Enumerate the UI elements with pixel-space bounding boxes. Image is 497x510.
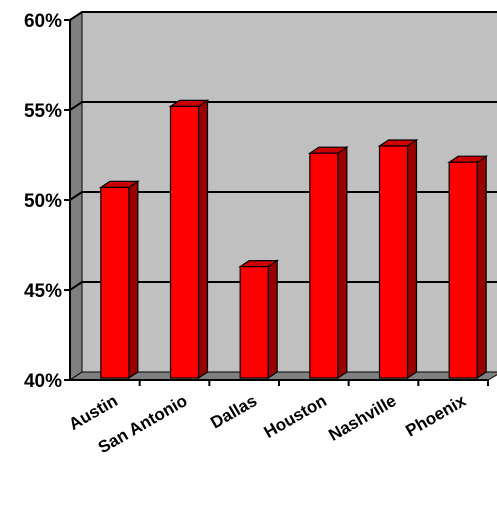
- bar-side-face: [476, 155, 487, 380]
- bar-dallas: [238, 259, 280, 380]
- bar-front-face: [100, 186, 130, 379]
- bar-side-face: [128, 180, 139, 380]
- bar-side-face: [197, 99, 209, 380]
- bar-front-face: [169, 105, 200, 379]
- x-category-label: Dallas: [207, 391, 260, 433]
- bar-houston: [307, 146, 349, 380]
- bar-front-face: [239, 266, 269, 379]
- gridline-50: [69, 191, 497, 201]
- x-category-label: Houston: [261, 391, 330, 442]
- gridline-55: [69, 101, 497, 111]
- bar-san-antonio: [168, 99, 210, 380]
- bar-front-face: [448, 161, 478, 379]
- y-tick-label: 40%: [24, 371, 62, 392]
- x-category-label: Phoenix: [402, 391, 469, 441]
- y-tick-label: 60%: [24, 11, 62, 32]
- axes: [64, 19, 489, 386]
- gridline-60: [69, 11, 497, 21]
- x-category-label: Austin: [66, 391, 121, 434]
- y-tick-label: 50%: [24, 191, 62, 212]
- bar-phoenix: [447, 155, 489, 380]
- x-category-label: Nashville: [325, 391, 399, 445]
- bars: [98, 99, 489, 380]
- bar-front-face: [309, 152, 339, 379]
- y-tick-label: 45%: [24, 281, 62, 302]
- y-tick-label: 55%: [24, 101, 62, 122]
- bar-austin: [98, 180, 140, 380]
- y-tick-labels: 40% 45% 50% 55% 60%: [24, 11, 62, 392]
- bar-nashville: [377, 138, 419, 380]
- gridline-45: [69, 281, 497, 291]
- bar-front-face: [378, 145, 409, 379]
- bar-side-face: [406, 138, 418, 380]
- bar-side-face: [267, 259, 278, 380]
- gridlines: [69, 11, 497, 291]
- bar-side-face: [337, 146, 348, 380]
